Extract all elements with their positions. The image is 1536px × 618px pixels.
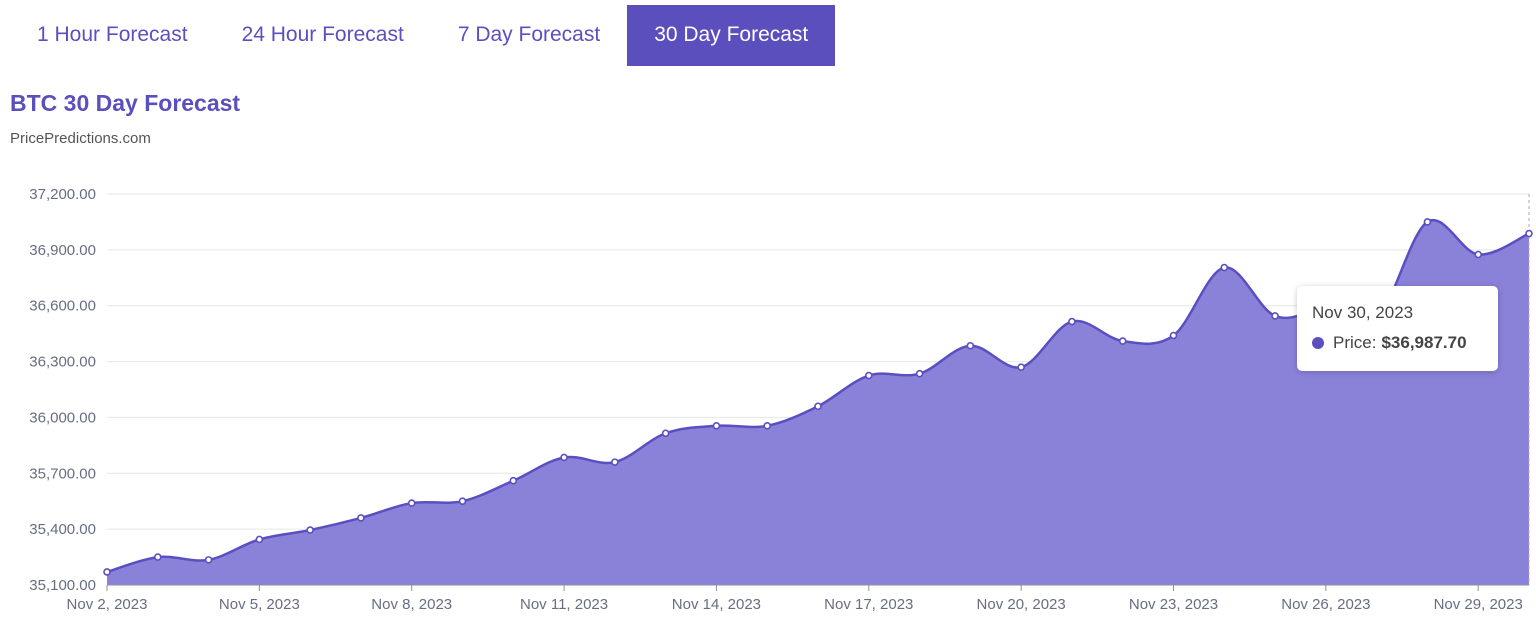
data-point[interactable] — [255, 535, 264, 544]
data-point[interactable] — [1423, 218, 1432, 226]
tooltip-value: $36,987.70 — [1381, 333, 1467, 352]
data-point[interactable] — [1118, 337, 1127, 345]
data-point[interactable] — [103, 568, 111, 576]
x-tick-label: Nov 17, 2023 — [824, 596, 913, 613]
data-point[interactable] — [407, 499, 416, 507]
y-tick-label: 36,600.00 — [29, 298, 96, 315]
data-point[interactable] — [509, 476, 518, 485]
x-tick-label: Nov 2, 2023 — [67, 596, 148, 613]
tooltip-label: Price: — [1333, 333, 1377, 352]
x-tick-label: Nov 26, 2023 — [1281, 596, 1370, 613]
y-tick-label: 35,100.00 — [29, 577, 96, 594]
data-point[interactable] — [864, 371, 873, 380]
y-tick-label: 36,300.00 — [29, 354, 96, 371]
tab-30-day-forecast[interactable]: 30 Day Forecast — [627, 5, 836, 66]
y-tick-label: 35,400.00 — [29, 521, 96, 538]
chart-subtitle: PricePredictions.com — [10, 130, 151, 147]
y-tick-label: 35,700.00 — [29, 465, 96, 482]
x-tick-label: Nov 14, 2023 — [672, 596, 761, 613]
y-tick-label: 37,200.00 — [29, 186, 96, 203]
data-point[interactable] — [611, 458, 619, 466]
data-point[interactable] — [306, 526, 314, 534]
y-tick-label: 36,900.00 — [29, 242, 96, 259]
tab-1-hour-forecast[interactable]: 1 Hour Forecast — [37, 23, 188, 46]
tab-24-hour-forecast[interactable]: 24 Hour Forecast — [241, 23, 404, 46]
data-point[interactable] — [1525, 229, 1533, 238]
x-tick-label: Nov 11, 2023 — [520, 596, 608, 613]
data-point[interactable] — [661, 429, 670, 438]
data-point[interactable] — [814, 402, 822, 411]
chart-tooltip: Nov 30, 2023 Price: $36,987.70 — [1297, 286, 1498, 371]
chart-title: BTC 30 Day Forecast — [10, 90, 241, 116]
data-point[interactable] — [1169, 331, 1178, 340]
tab-7-day-forecast[interactable]: 7 Day Forecast — [457, 23, 601, 46]
tooltip-date: Nov 30, 2023 — [1312, 303, 1414, 322]
data-point[interactable] — [763, 422, 772, 430]
forecast-tabs: 1 Hour Forecast 24 Hour Forecast 7 Day F… — [10, 5, 836, 66]
data-point[interactable] — [966, 341, 975, 350]
series-dot-icon — [1312, 337, 1324, 349]
y-tick-label: 36,000.00 — [29, 409, 96, 426]
x-tick-label: Nov 20, 2023 — [977, 596, 1066, 613]
price-area-fill — [107, 220, 1529, 585]
data-point[interactable] — [1017, 363, 1025, 371]
tooltip-row: Price: $36,987.70 — [1312, 333, 1498, 353]
data-point[interactable] — [357, 514, 365, 522]
x-tick-label: Nov 29, 2023 — [1434, 596, 1523, 613]
x-tick-label: Nov 23, 2023 — [1129, 596, 1218, 613]
data-point[interactable] — [458, 497, 467, 506]
data-point[interactable] — [560, 453, 568, 462]
data-point[interactable] — [712, 422, 721, 430]
data-point[interactable] — [915, 369, 924, 378]
data-point[interactable] — [1068, 317, 1076, 326]
data-point[interactable] — [1271, 312, 1279, 320]
data-point[interactable] — [1220, 263, 1229, 272]
x-tick-label: Nov 5, 2023 — [219, 596, 300, 613]
data-point[interactable] — [1474, 250, 1483, 259]
x-tick-label: Nov 8, 2023 — [371, 596, 452, 613]
data-point[interactable] — [204, 556, 213, 564]
data-point[interactable] — [153, 553, 162, 561]
